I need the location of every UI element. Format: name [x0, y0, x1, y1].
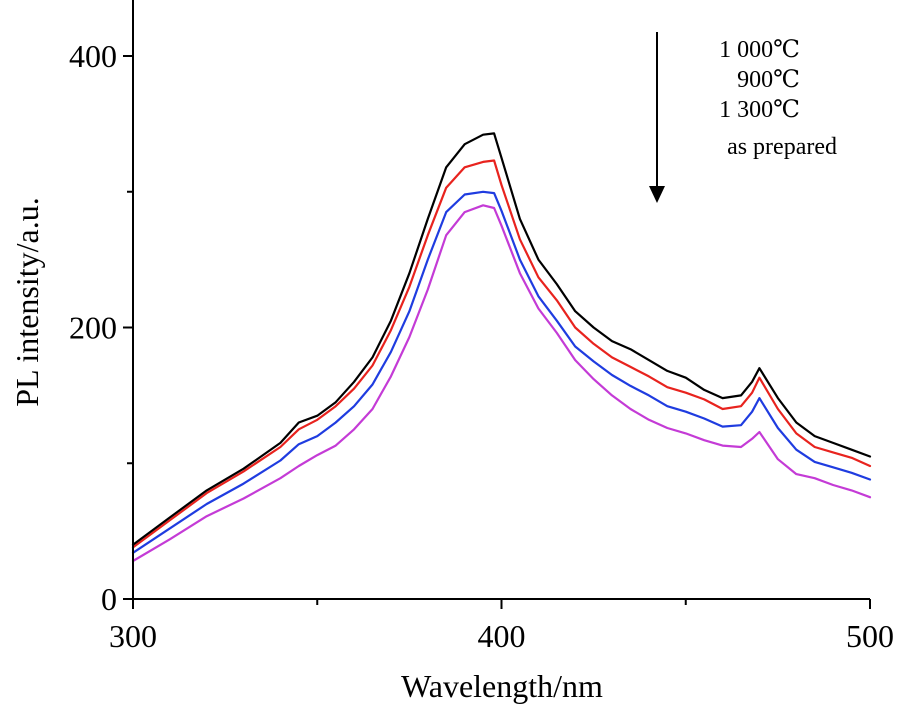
series-line-3: [131, 190, 872, 554]
series-line-1: [131, 132, 872, 546]
series-layer: [131, 132, 872, 563]
x-axis-title: Wavelength/nm: [401, 668, 603, 704]
legend-entry-2: 900℃: [737, 67, 800, 93]
legend-entry-1: 1 000℃: [719, 37, 800, 63]
y-tick-label: 400: [69, 38, 117, 74]
series-line-2: [131, 159, 872, 549]
axes: [123, 0, 871, 609]
series-line-4: [131, 204, 872, 563]
y-tick-label: 0: [101, 581, 117, 617]
y-axis-title: PL intensity/a.u.: [9, 197, 45, 406]
y-tick-label: 200: [69, 310, 117, 346]
x-tick-label: 300: [109, 618, 157, 654]
legend: 1 000℃ 900℃ 1 300℃ as prepared: [649, 32, 837, 203]
x-tick-label: 500: [846, 618, 894, 654]
tick-labels: 0 200 400 300 400 500: [69, 38, 894, 654]
x-tick-label: 400: [478, 618, 526, 654]
legend-arrow-head: [649, 186, 665, 203]
legend-entry-3: 1 300℃: [719, 97, 800, 123]
legend-entry-4: as prepared: [727, 134, 837, 160]
